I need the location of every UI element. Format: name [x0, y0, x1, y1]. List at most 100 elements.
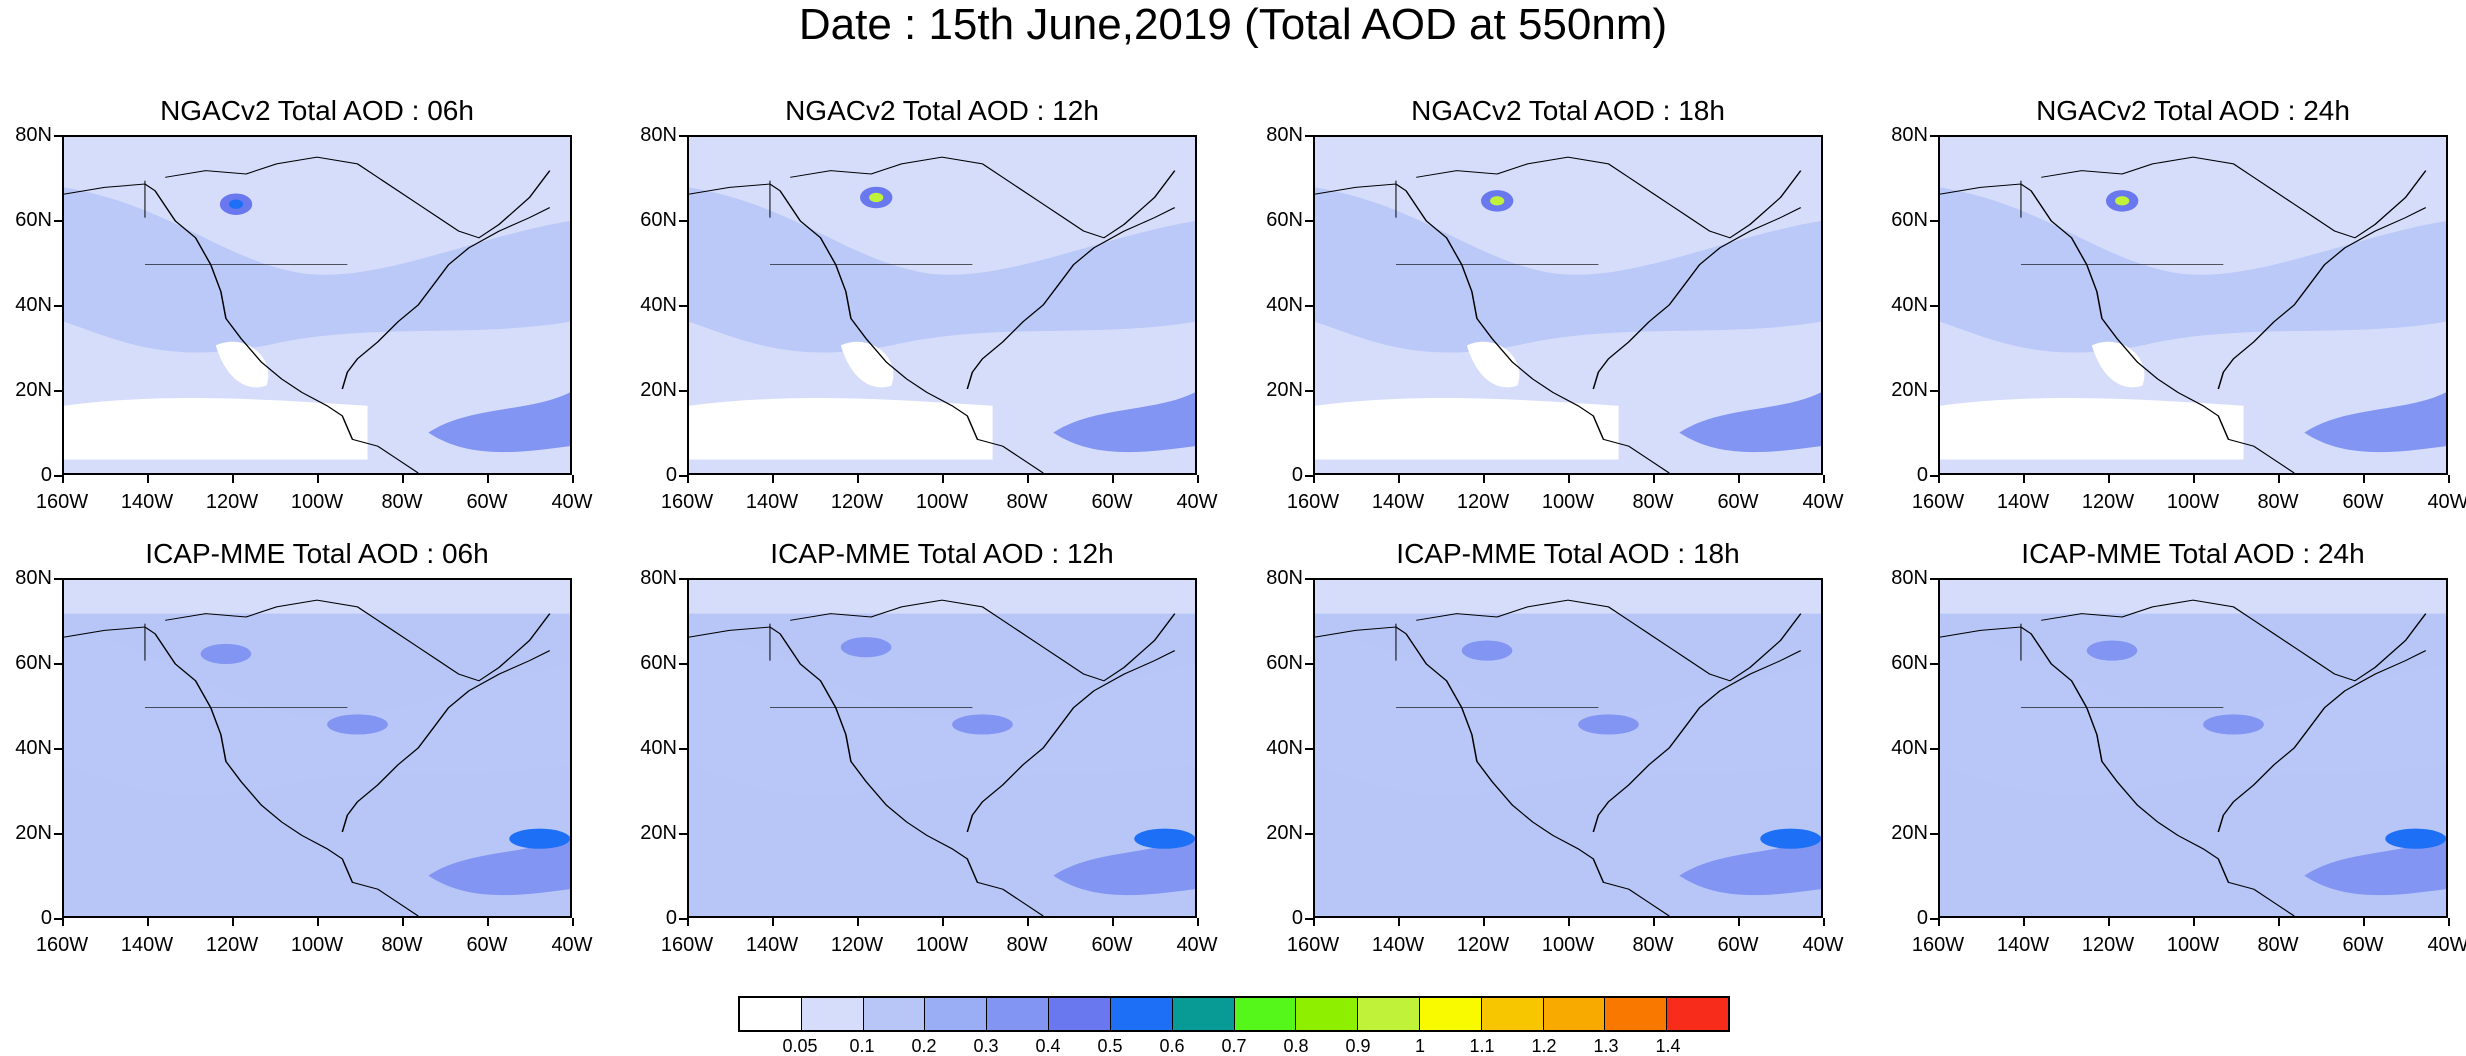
coastline-arctic [165, 156, 551, 239]
lat-tick-label: 60N [640, 652, 677, 674]
lat-tick-label: 40N [15, 294, 52, 316]
lat-tick-label: 80N [1266, 124, 1303, 146]
lat-tick [1930, 305, 1938, 307]
map-panel [62, 135, 572, 475]
lon-tick [772, 475, 774, 483]
panel-title: ICAP-MME Total AOD : 12h [770, 538, 1114, 569]
lon-tick [1568, 475, 1570, 483]
low-aod-region [1466, 341, 1520, 388]
lon-tick [2278, 475, 2280, 483]
lon-tick-label: 80W [381, 491, 423, 513]
coastline-arctic [165, 599, 551, 682]
dust-plume [428, 392, 570, 453]
lon-tick [2448, 918, 2450, 926]
lon-tick-label: 140W [1371, 491, 1425, 513]
lat-tick-label: 0 [40, 907, 52, 929]
colorbar-box [1049, 998, 1111, 1030]
coastline-arctic [1416, 599, 1802, 682]
aod-band [1940, 580, 2446, 614]
lat-tick-label: 0 [1291, 907, 1303, 929]
lon-tick [572, 475, 574, 483]
colorbar-label: 1 [1414, 1036, 1425, 1056]
lon-tick-label: 60W [1717, 491, 1759, 513]
coastline-west [1315, 183, 1670, 473]
lon-tick [2108, 918, 2110, 926]
low-aod-region [2091, 341, 2145, 388]
lat-tick [679, 220, 687, 222]
colorbar-label: 0.3 [973, 1036, 999, 1056]
aod-band [64, 580, 570, 614]
colorbar-box [925, 998, 988, 1030]
lat-tick-label: 60N [15, 209, 52, 231]
dust-plume-core [509, 828, 570, 849]
lon-tick [857, 918, 859, 926]
colorbar-label: 0.1 [849, 1036, 875, 1056]
lon-tick-label: 120W [205, 934, 259, 956]
lat-tick-label: 40N [1891, 294, 1928, 316]
lat-tick-label: 60N [1891, 209, 1928, 231]
colorbar-box [1234, 998, 1297, 1030]
coastline-east [966, 207, 1176, 390]
lat-tick [1305, 305, 1313, 307]
coastline-arctic [1416, 156, 1802, 239]
colorbar-box [1667, 998, 1728, 1030]
lon-tick [2363, 475, 2365, 483]
lon-tick-label: 80W [1632, 491, 1674, 513]
lat-tick-label: 40N [640, 294, 677, 316]
lon-tick [1653, 475, 1655, 483]
panel-title: NGACv2 Total AOD : 18h [1411, 95, 1725, 126]
lon-tick-label: 40W [1176, 934, 1218, 956]
colorbar-label: 0.9 [1345, 1036, 1371, 1056]
lat-tick [679, 305, 687, 307]
lon-tick [1112, 475, 1114, 483]
lon-tick-label: 100W [2166, 491, 2220, 513]
colorbar-box [863, 998, 926, 1030]
lon-tick-label: 100W [915, 934, 969, 956]
lon-tick [1313, 918, 1315, 926]
aod-map-field [1940, 137, 2446, 473]
lon-tick-label: 40W [551, 491, 593, 513]
lon-tick [2023, 918, 2025, 926]
map-panel [687, 578, 1197, 918]
lon-tick-label: 140W [1996, 491, 2050, 513]
colorbar-box [1358, 998, 1420, 1030]
lat-tick-label: 60N [1266, 652, 1303, 674]
colorbar-box [1543, 998, 1606, 1030]
lon-tick-label: 80W [2257, 491, 2299, 513]
colorbar-label: 1.3 [1593, 1036, 1619, 1056]
lon-tick [1738, 918, 1740, 926]
lon-tick-label: 60W [2342, 491, 2384, 513]
aod-map-field [1315, 580, 1821, 916]
lon-tick-label: 160W [1286, 491, 1340, 513]
lat-tick [54, 305, 62, 307]
colorbar-label: 0.6 [1159, 1036, 1185, 1056]
colorbar-label: 0.4 [1035, 1036, 1061, 1056]
dust-plume [1679, 392, 1821, 453]
aod-band [1315, 630, 1821, 796]
smoke-hotspot-core [1490, 196, 1505, 206]
lon-tick-label: 100W [2166, 934, 2220, 956]
lat-tick-label: 20N [640, 379, 677, 401]
coastline-east [2217, 650, 2427, 833]
aod-band [64, 630, 570, 796]
aod-band [1940, 630, 2446, 796]
smoke-hotspot-core [2115, 196, 2130, 206]
lon-tick [1738, 475, 1740, 483]
lat-tick [679, 748, 687, 750]
lat-tick [679, 918, 687, 920]
map-panel [62, 578, 572, 918]
lon-tick [1197, 918, 1199, 926]
lon-tick-label: 120W [830, 934, 884, 956]
lon-tick-label: 60W [466, 934, 508, 956]
lon-tick-label: 80W [381, 934, 423, 956]
lat-tick-label: 40N [1891, 737, 1928, 759]
lon-tick-label: 120W [1456, 491, 1510, 513]
lon-tick-label: 60W [1091, 491, 1133, 513]
low-aod-region [1940, 398, 2244, 460]
colorbar-label: 1.4 [1655, 1036, 1681, 1056]
lon-tick [2108, 475, 2110, 483]
coastline-east [341, 650, 551, 833]
lon-tick-label: 140W [1371, 934, 1425, 956]
lat-tick [1930, 390, 1938, 392]
lat-tick [1930, 135, 1938, 137]
